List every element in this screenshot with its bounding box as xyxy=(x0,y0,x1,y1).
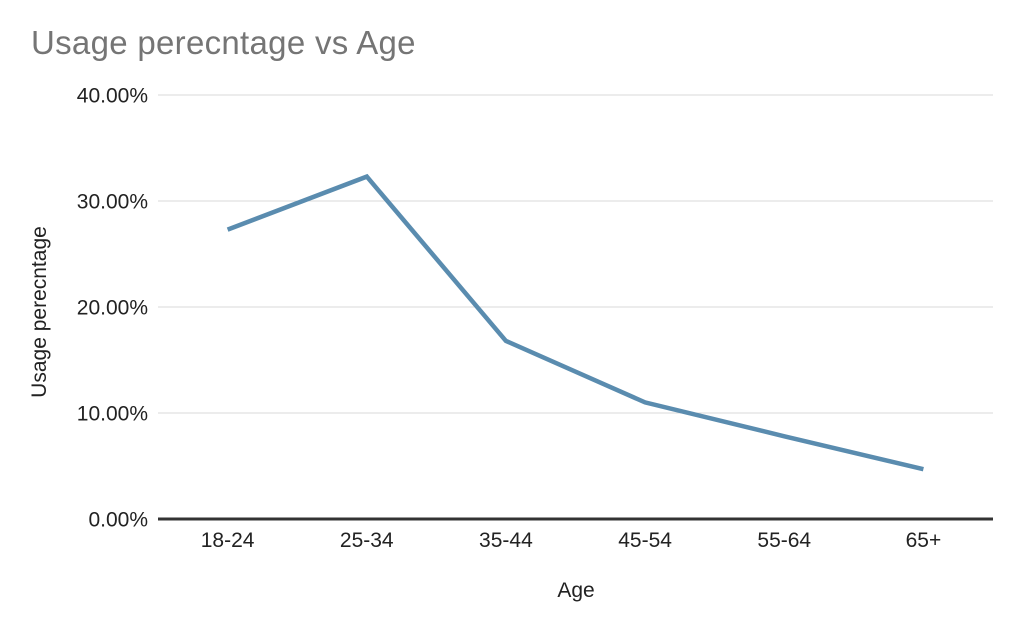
y-tick-label: 20.00% xyxy=(77,297,148,320)
x-tick-label: 35-44 xyxy=(479,529,533,552)
x-tick-label: 45-54 xyxy=(618,529,672,552)
x-tick-label: 25-34 xyxy=(340,529,394,552)
y-tick-label: 30.00% xyxy=(77,191,148,214)
x-tick-label: 65+ xyxy=(906,529,942,552)
y-tick-label: 10.00% xyxy=(77,403,148,426)
x-tick-label: 55-64 xyxy=(757,529,811,552)
series-line xyxy=(226,173,924,472)
chart-title: Usage perecntage vs Age xyxy=(31,24,416,61)
x-axis-title: Age xyxy=(557,579,595,602)
y-tick-label: 0.00% xyxy=(88,509,148,532)
x-tick-label: 18-24 xyxy=(201,529,255,552)
y-tick-label: 40.00% xyxy=(77,85,148,108)
